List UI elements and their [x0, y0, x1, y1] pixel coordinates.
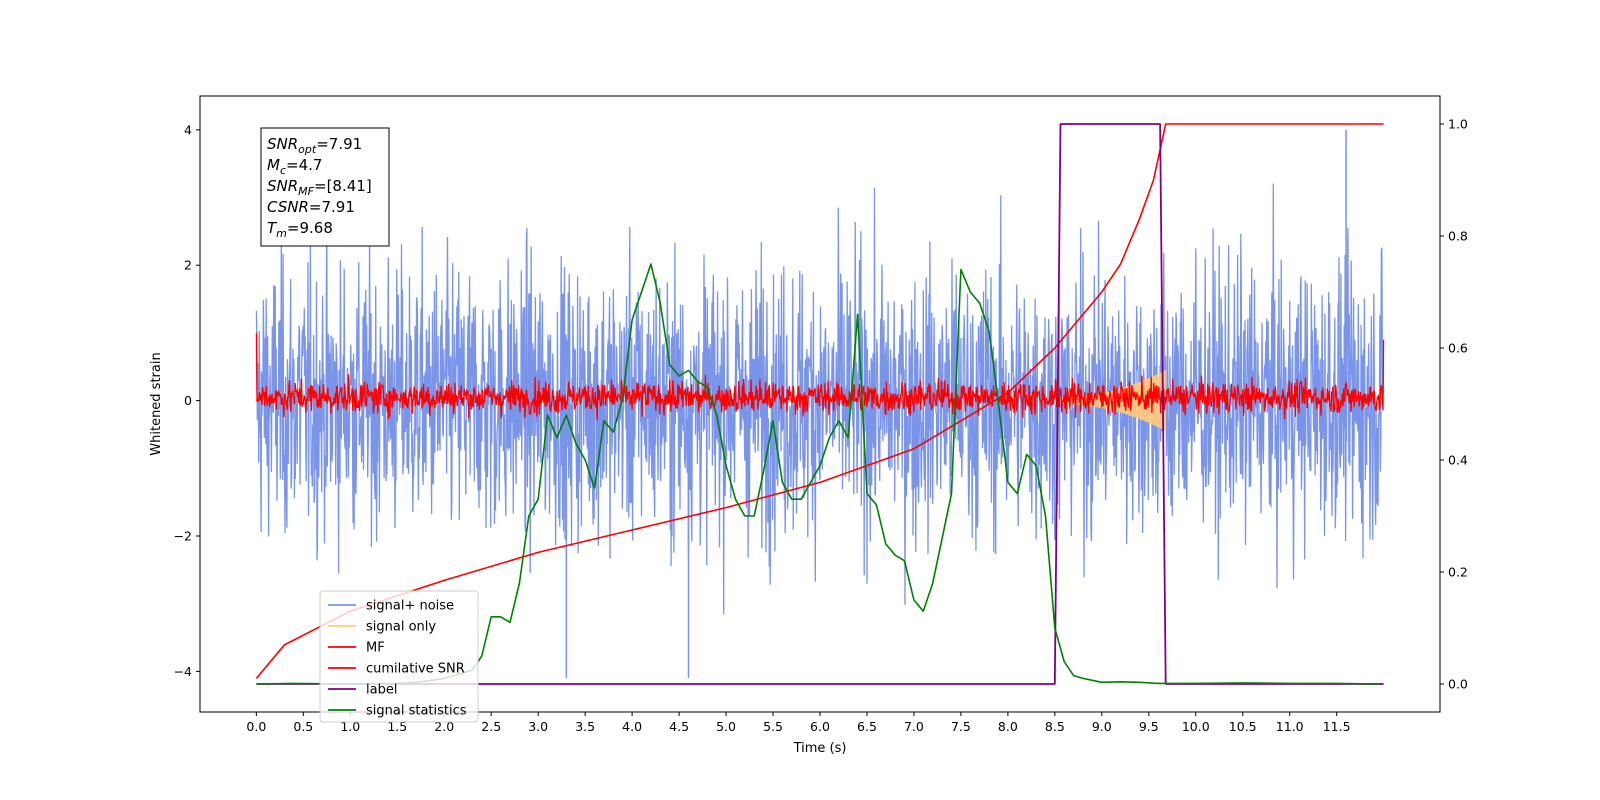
y-tick-label: −2 — [174, 529, 192, 544]
legend: signal+ noise signal only MF cumilative SNR… — [319, 590, 479, 723]
legend-label: signal+ noise — [366, 599, 454, 614]
y2-tick-label: 1.0 — [1448, 117, 1468, 132]
y-tick-label: 2 — [184, 258, 192, 273]
y2-tick-label: 0.0 — [1448, 677, 1468, 692]
y2-tick-label: 0.6 — [1448, 341, 1468, 356]
y2-tick-label: 0.4 — [1448, 453, 1468, 468]
legend-label: signal statistics — [366, 704, 467, 719]
x-tick-label: 1.0 — [340, 719, 360, 734]
series-cumulative-snr — [255, 123, 1384, 679]
legend-label: label — [366, 683, 397, 698]
x-tick-label: 6.0 — [810, 719, 830, 734]
annotation-line: Tm=9.68 — [267, 219, 333, 240]
signal-noise-line — [255, 183, 1385, 615]
y2-tick-label: 0.8 — [1448, 229, 1468, 244]
x-tick-label: 0.5 — [293, 719, 313, 734]
annotation-frame — [260, 127, 390, 247]
x-tick-label: 1.5 — [387, 719, 407, 734]
x-tick-label: 4.0 — [622, 719, 642, 734]
x-tick-label: 11.0 — [1276, 719, 1304, 734]
legend-label: cumilative SNR — [366, 662, 465, 677]
x-tick-label: 5.5 — [763, 719, 783, 734]
x-axis-label: Time (s) — [793, 741, 847, 756]
x-tick-label: 7.5 — [951, 719, 971, 734]
series-signal-statistics — [256, 263, 1379, 685]
x-tick-label: 10.0 — [1182, 719, 1210, 734]
annotation-line: SNRMF=[8.41] — [267, 177, 372, 198]
y-axis-label: Whitened strain — [149, 352, 164, 455]
x-tick-label: 10.5 — [1229, 719, 1257, 734]
mf-line — [255, 332, 1385, 421]
y-tick-label: 0 — [184, 393, 192, 408]
x-tick-label: 7.0 — [904, 719, 924, 734]
y2-tick-label: 0.2 — [1448, 565, 1468, 580]
y-axis-right: 0.0 0.2 0.4 0.6 0.8 1.0 — [1440, 117, 1468, 692]
x-tick-label: 8.0 — [998, 719, 1018, 734]
legend-label: MF — [366, 641, 385, 656]
signal-statistics-line — [256, 263, 1379, 685]
x-tick-label: 4.5 — [669, 719, 689, 734]
annotation-line: SNRopt=7.91 — [267, 135, 362, 156]
x-tick-label: 0.0 — [246, 719, 266, 734]
legend-frame — [319, 590, 479, 723]
plot-area — [255, 123, 1385, 685]
y-axis-left: −4 −2 0 2 4 — [174, 122, 200, 679]
x-tick-label: 5.0 — [716, 719, 736, 734]
x-tick-label: 9.0 — [1092, 719, 1112, 734]
x-axis: 0.0 0.5 1.0 1.5 2.0 2.5 3.0 3.5 4.0 4.5 5.0 5.5 6.0 6… — [246, 712, 1351, 734]
series-mf — [255, 332, 1385, 421]
y-tick-label: −4 — [174, 664, 192, 679]
x-tick-label: 9.5 — [1139, 719, 1159, 734]
x-tick-label: 2.5 — [481, 719, 501, 734]
annotation-line: Mc=4.7 — [267, 156, 322, 177]
legend-label: signal only — [366, 620, 436, 635]
x-tick-label: 6.5 — [857, 719, 877, 734]
cumulative-snr-line — [255, 123, 1384, 679]
x-tick-label: 8.5 — [1045, 719, 1065, 734]
annotation-line: CSNR=7.91 — [267, 198, 355, 216]
y-tick-label: 4 — [184, 122, 192, 137]
series-signal-noise — [255, 129, 1385, 679]
x-tick-label: 11.5 — [1323, 719, 1351, 734]
x-tick-label: 3.0 — [528, 719, 548, 734]
x-tick-label: 2.0 — [434, 719, 454, 734]
x-tick-label: 3.5 — [575, 719, 595, 734]
